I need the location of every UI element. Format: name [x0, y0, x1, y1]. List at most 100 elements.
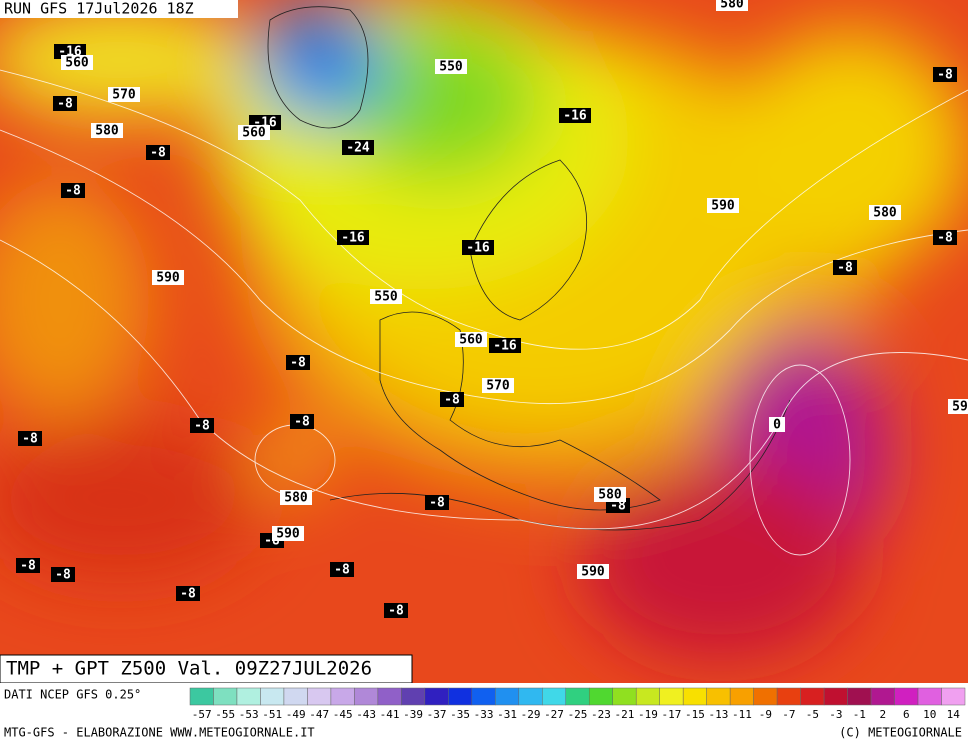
temperature-label-box — [559, 108, 591, 123]
temperature-label-box — [286, 355, 310, 370]
temperature-label: -8 — [937, 68, 953, 83]
temperature-label-box — [384, 603, 408, 618]
temperature-label-box — [440, 392, 464, 407]
legend-tick-label: -17 — [662, 708, 682, 721]
height-label-box — [482, 378, 514, 393]
legend-swatch — [213, 687, 238, 706]
legend-swatch — [823, 687, 848, 706]
legend-swatch — [330, 687, 355, 706]
temperature-label: -8 — [20, 559, 36, 574]
height-label-box — [435, 59, 467, 74]
legend-swatch — [377, 687, 402, 706]
temperature-label-box — [190, 418, 214, 433]
height-label: 590 — [711, 199, 735, 214]
temperature-label-box — [489, 338, 521, 353]
temperature-label: -16 — [466, 241, 490, 256]
legend-tick-label: 2 — [879, 708, 886, 721]
height-label: 0 — [773, 418, 781, 433]
temperature-label-box — [933, 67, 957, 82]
temperature-label: -8 — [334, 563, 350, 578]
height-label-box — [370, 289, 402, 304]
legend-tick-label: -37 — [427, 708, 447, 721]
height-label: 580 — [720, 0, 744, 12]
legend-tick-label: -23 — [591, 708, 611, 721]
credits-left: MTG-GFS - ELABORAZIONE WWW.METEOGIORNALE… — [4, 726, 315, 740]
legend-tick-label: -3 — [829, 708, 842, 721]
legend-tick-label: -27 — [544, 708, 564, 721]
height-label: 550 — [374, 290, 398, 305]
legend-swatch — [448, 687, 473, 706]
legend-swatch — [283, 687, 308, 706]
temperature-label: -8 — [937, 231, 953, 246]
legend-swatch — [682, 687, 707, 706]
legend-swatch — [776, 687, 801, 706]
legend-tick-label: -57 — [192, 708, 212, 721]
temperature-label: -24 — [346, 141, 370, 156]
height-label-box — [948, 399, 968, 414]
temperature-label-box — [18, 431, 42, 446]
height-label-box — [716, 0, 748, 11]
temperature-label-box — [51, 567, 75, 582]
temperature-label: -16 — [341, 231, 365, 246]
temperature-label: -8 — [180, 587, 196, 602]
height-label-box — [152, 270, 184, 285]
legend-tick-label: -15 — [685, 708, 705, 721]
height-label-box — [455, 332, 487, 347]
legend-tick-label: -45 — [333, 708, 353, 721]
temperature-label: -16 — [493, 339, 517, 354]
legend-tick-label: -41 — [380, 708, 400, 721]
temperature-label: -8 — [837, 261, 853, 276]
legend-tick-label: -55 — [215, 708, 235, 721]
height-label-box — [91, 123, 123, 138]
legend-swatch — [870, 687, 895, 706]
legend-swatch — [236, 687, 261, 706]
legend-swatch — [542, 687, 567, 706]
legend-tick-label: -29 — [521, 708, 541, 721]
legend-tick-label: -39 — [403, 708, 423, 721]
temperature-label-box — [833, 260, 857, 275]
height-label-box — [707, 198, 739, 213]
legend-swatch — [471, 687, 496, 706]
legend-swatch — [495, 687, 520, 706]
legend-swatch — [659, 687, 684, 706]
temperature-label: -8 — [429, 496, 445, 511]
source-label: DATI NCEP GFS 0.25° — [4, 688, 141, 702]
legend-tick-label: -5 — [806, 708, 819, 721]
map-field — [0, 0, 968, 683]
temperature-label: -8 — [290, 356, 306, 371]
height-label: 560 — [65, 56, 89, 71]
isohypses — [0, 69, 968, 556]
legend-tick-label: -9 — [759, 708, 772, 721]
legend-swatch — [847, 687, 872, 706]
height-label: 590 — [581, 565, 605, 580]
height-label-box — [869, 205, 901, 220]
temperature-label: -8 — [388, 604, 404, 619]
height-label: 580 — [95, 124, 119, 139]
legend-swatch — [424, 687, 449, 706]
temperature-label-box — [330, 562, 354, 577]
legend-swatch — [941, 687, 966, 706]
legend-swatch — [307, 687, 332, 706]
height-label-box — [769, 417, 785, 432]
legend-tick-label: -13 — [708, 708, 728, 721]
temperature-label-box — [425, 495, 449, 510]
height-label: 560 — [459, 333, 483, 348]
legend-tick-label: 6 — [903, 708, 910, 721]
legend-tick-label: -25 — [568, 708, 588, 721]
height-label-box — [594, 487, 626, 502]
temperature-label-box — [176, 586, 200, 601]
legend-swatch — [753, 687, 778, 706]
legend-tick-label: -11 — [732, 708, 752, 721]
temperature-label: -8 — [444, 393, 460, 408]
temperature-label-box — [337, 230, 369, 245]
height-label-box — [280, 490, 312, 505]
height-label-box — [238, 125, 270, 140]
temperature-label-box — [462, 240, 494, 255]
legend-tick-label: -21 — [615, 708, 635, 721]
temperature-label-box — [933, 230, 957, 245]
legend-tick-label: -7 — [782, 708, 795, 721]
legend-tick-label: -47 — [309, 708, 329, 721]
height-label: 580 — [598, 488, 622, 503]
legend-tick-label: -33 — [474, 708, 494, 721]
